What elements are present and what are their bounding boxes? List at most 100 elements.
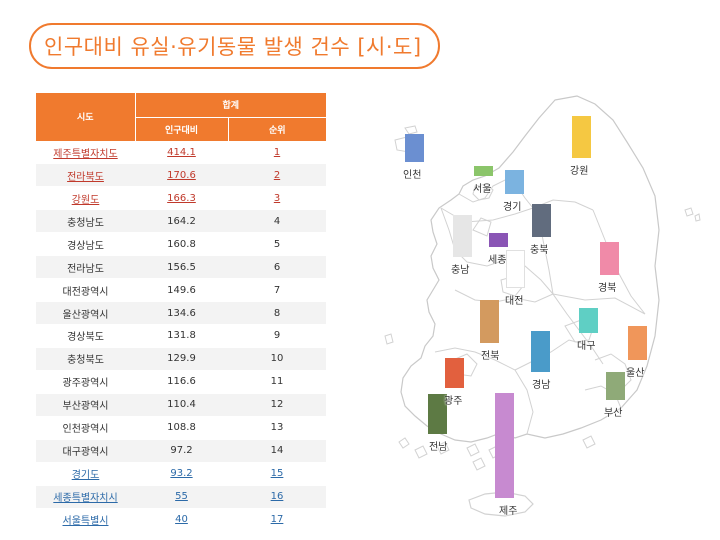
rank-cell[interactable]: 2 [228,163,326,188]
bar-daejeon[interactable] [505,250,525,288]
header-rank: 순위 [228,117,326,142]
label-gyeongnam: 경남 [532,380,551,391]
rank-cell: 8 [228,301,326,325]
rank-cell[interactable]: 3 [228,186,326,211]
label-daejeon: 대전 [505,296,524,307]
label-incheon: 인천 [403,170,422,181]
label-gangwon: 강원 [570,166,589,177]
bar-ulsan[interactable] [627,325,647,360]
value-cell: 110.4 [135,393,228,417]
label-seoul: 서울 [473,184,492,195]
bar-gyeonggi[interactable] [504,170,524,194]
region-cell: 전라남도 [36,255,135,280]
bar-jeju[interactable] [494,393,514,498]
bar-jeonbuk[interactable] [479,299,499,343]
bar-gyeongbuk[interactable] [599,241,619,275]
label-gyeonggi: 경기 [503,202,522,213]
region-cell: 광주광역시 [36,370,135,394]
bar-chungnam[interactable] [452,215,472,257]
rank-cell[interactable]: 15 [228,462,326,486]
region-cell: 부산광역시 [36,393,135,417]
label-jeonnam: 전남 [429,442,448,453]
label-chungbuk: 충북 [530,245,549,256]
rank-cell: 13 [228,416,326,440]
label-jeju: 제주 [499,506,518,517]
header-total: 합계 [135,93,326,118]
rank-cell: 6 [228,255,326,280]
bar-gangwon[interactable] [571,115,591,158]
ranking-table: 시도 합계 인구대비 순위 제주특별자치도 414.1 1 전라북도 170.6 2 강… [36,93,326,532]
label-jeonbuk: 전북 [481,351,500,362]
table-row: 충청남도 164.2 4 [36,209,326,234]
value-cell[interactable]: 93.2 [135,462,228,486]
bar-jeonnam[interactable] [427,394,447,434]
label-chungnam: 충남 [451,265,470,276]
bar-incheon[interactable] [404,134,424,162]
label-sejong: 세종 [488,255,507,266]
label-daegu: 대구 [577,341,596,352]
label-gyeongbuk: 경북 [598,283,617,294]
header-per-capita: 인구대비 [135,117,229,142]
table-row[interactable]: 세종특별자치시 55 16 [36,485,326,509]
rank-cell: 7 [228,278,326,303]
value-cell: 164.2 [135,209,228,234]
table-row[interactable]: 경기도 93.2 15 [36,462,326,486]
rank-cell: 4 [228,209,326,234]
rank-cell: 12 [228,393,326,417]
value-cell[interactable]: 414.1 [135,141,228,165]
region-cell[interactable]: 강원도 [36,186,135,211]
bar-chungbuk[interactable] [531,204,551,237]
region-cell[interactable]: 서울특별시 [36,508,135,532]
table-row: 인천광역시 108.8 13 [36,416,326,440]
table-row: 충청북도 129.9 10 [36,347,326,371]
header-region: 시도 [36,93,136,142]
table-row[interactable]: 전라북도 170.6 2 [36,163,326,188]
table-row: 울산광역시 134.6 8 [36,301,326,325]
value-cell: 108.8 [135,416,228,440]
bar-sejong[interactable] [488,233,508,247]
region-cell: 경상남도 [36,232,135,257]
region-cell[interactable]: 전라북도 [36,163,135,188]
table-row[interactable]: 제주특별자치도 414.1 1 [36,141,326,165]
bar-gwangju[interactable] [444,358,464,388]
rank-cell[interactable]: 16 [228,485,326,509]
value-cell[interactable]: 170.6 [135,163,228,188]
region-cell[interactable]: 제주특별자치도 [36,141,135,165]
value-cell: 131.8 [135,324,228,348]
table-row: 광주광역시 116.6 11 [36,370,326,394]
region-cell: 인천광역시 [36,416,135,440]
bar-daegu[interactable] [578,308,598,333]
value-cell[interactable]: 55 [135,485,228,509]
value-cell: 149.6 [135,278,228,303]
bar-gyeongnam[interactable] [530,331,550,372]
region-cell: 대구광역시 [36,439,135,463]
table-row[interactable]: 강원도 166.3 3 [36,186,326,211]
rank-cell: 10 [228,347,326,371]
label-gwangju: 광주 [444,396,463,407]
table-row: 대전광역시 149.6 7 [36,278,326,303]
table-body: 제주특별자치도 414.1 1 전라북도 170.6 2 강원도 166.3 3 충청남도 1… [36,141,326,532]
rank-cell: 14 [228,439,326,463]
value-cell: 160.8 [135,232,228,257]
value-cell: 134.6 [135,301,228,325]
rank-cell[interactable]: 17 [228,508,326,532]
rank-cell: 9 [228,324,326,348]
value-cell: 116.6 [135,370,228,394]
page-title: 인구대비 유실·유기동물 발생 건수 [시·도] [44,35,422,59]
value-cell[interactable]: 40 [135,508,228,532]
label-busan: 부산 [604,408,623,419]
table-row[interactable]: 서울특별시 40 17 [36,508,326,532]
region-cell: 울산광역시 [36,301,135,325]
table-row: 경상북도 131.8 9 [36,324,326,348]
value-cell: 129.9 [135,347,228,371]
rank-cell[interactable]: 1 [228,141,326,165]
region-cell[interactable]: 세종특별자치시 [36,485,135,509]
region-cell: 경상북도 [36,324,135,348]
rank-cell: 11 [228,370,326,394]
value-cell[interactable]: 166.3 [135,186,228,211]
bar-busan[interactable] [605,372,625,400]
region-cell: 충청남도 [36,209,135,234]
table-row: 대구광역시 97.2 14 [36,439,326,463]
bar-seoul[interactable] [473,165,493,176]
region-cell[interactable]: 경기도 [36,462,135,486]
